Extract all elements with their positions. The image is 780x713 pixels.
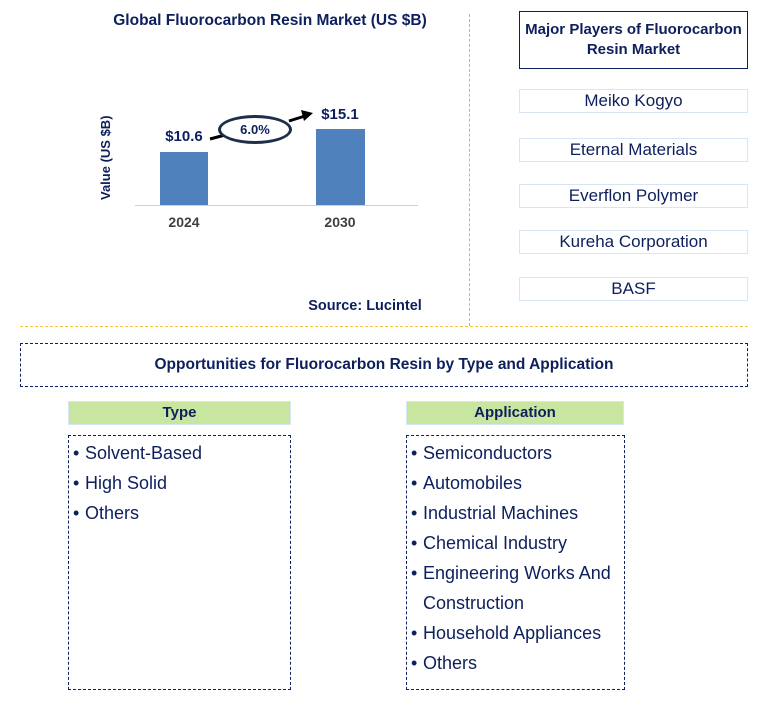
list-item: • Semiconductors bbox=[411, 443, 553, 463]
vertical-divider bbox=[469, 14, 470, 326]
application-list: • Semiconductors • Automobiles • Industrial… bbox=[406, 435, 625, 690]
player-item: Everflon Polymer bbox=[519, 184, 748, 208]
list-item: • High Solid bbox=[73, 473, 168, 493]
list-item: • Solvent-Based bbox=[73, 443, 203, 463]
list-item: • Household Appliances bbox=[411, 623, 602, 643]
player-item: BASF bbox=[519, 277, 748, 301]
list-item: • Chemical Industry bbox=[411, 533, 568, 553]
player-item: Kureha Corporation bbox=[519, 230, 748, 254]
x-tick-2030: 2030 bbox=[324, 214, 356, 230]
bar-2024 bbox=[160, 152, 208, 205]
horizontal-divider bbox=[20, 326, 748, 327]
player-item: Eternal Materials bbox=[519, 138, 748, 162]
opportunities-heading: Opportunities for Fluorocarbon Resin by … bbox=[20, 343, 748, 387]
chart-title: Global Fluorocarbon Resin Market (US $B) bbox=[113, 12, 427, 29]
type-heading: Type bbox=[68, 401, 291, 425]
bar-label-2030: $15.1 bbox=[321, 106, 359, 123]
x-axis-line bbox=[135, 205, 418, 206]
y-axis-label: Value (US $B) bbox=[98, 115, 113, 200]
cagr-badge: 6.0% bbox=[218, 115, 292, 144]
bar-2030 bbox=[316, 129, 365, 205]
list-item: • Others bbox=[411, 653, 478, 673]
list-item: • Automobiles bbox=[411, 473, 523, 493]
players-heading: Major Players of Fluorocarbon Resin Mark… bbox=[519, 11, 748, 69]
source-label: Source: Lucintel bbox=[308, 298, 422, 314]
bar-label-2024: $10.6 bbox=[165, 128, 203, 145]
list-item: • Others bbox=[73, 503, 140, 523]
list-item: • Engineering Works And bbox=[411, 563, 611, 583]
x-tick-2024: 2024 bbox=[168, 214, 200, 230]
application-heading: Application bbox=[406, 401, 624, 425]
list-item: • Industrial Machines bbox=[411, 503, 579, 523]
list-item-continuation: Construction bbox=[423, 593, 525, 613]
type-list: • Solvent-Based • High Solid • Others bbox=[68, 435, 291, 690]
player-item: Meiko Kogyo bbox=[519, 89, 748, 113]
